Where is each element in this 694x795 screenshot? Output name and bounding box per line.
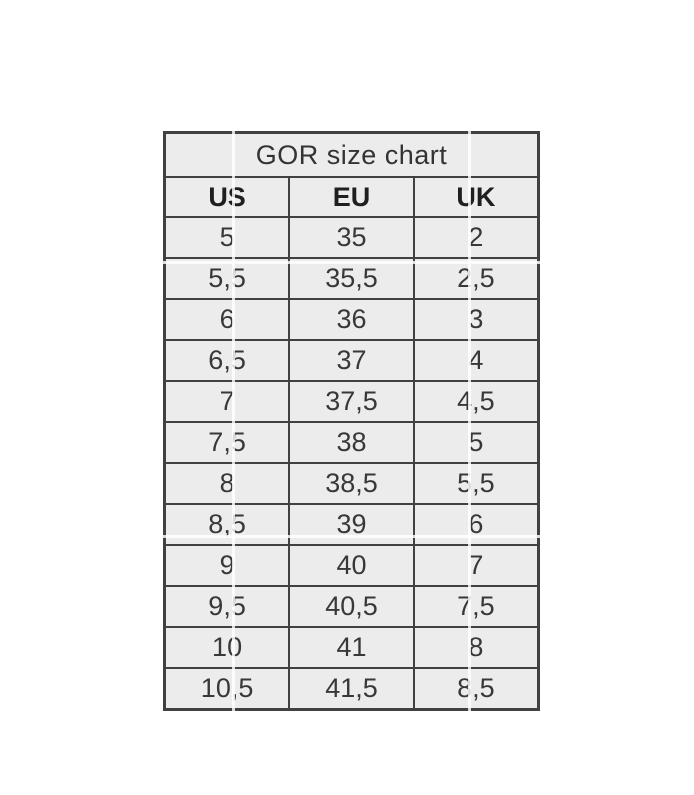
- table-row: 6,5 37 4: [163, 339, 540, 382]
- title-row: GOR size chart: [163, 131, 540, 178]
- column-header-us: US: [163, 176, 291, 218]
- size-cell-uk: 7,5: [412, 585, 540, 628]
- size-cell-us: 10: [163, 626, 291, 669]
- size-cell-us: 6: [163, 298, 291, 341]
- header-row: US EU UK: [163, 176, 540, 218]
- size-cell-us: 10,5: [163, 667, 291, 711]
- table-row: 7 37,5 4,5: [163, 380, 540, 423]
- column-header-eu: EU: [288, 176, 415, 218]
- size-cell-uk: 6: [412, 503, 540, 546]
- column-header-uk: UK: [412, 176, 540, 218]
- size-cell-eu: 41,5: [288, 667, 415, 711]
- size-chart-table: GOR size chart US EU UK 5 35 2 5,5 35,5 2,5 6 36 3…: [163, 131, 540, 711]
- size-cell-us: 8: [163, 462, 291, 505]
- size-cell-eu: 38,5: [288, 462, 415, 505]
- size-cell-eu: 37: [288, 339, 415, 382]
- size-cell-eu: 40,5: [288, 585, 415, 628]
- size-cell-us: 6,5: [163, 339, 291, 382]
- size-cell-eu: 40: [288, 544, 415, 587]
- size-cell-uk: 3: [412, 298, 540, 341]
- size-cell-eu: 35: [288, 216, 415, 259]
- table-row: 10,5 41,5 8,5: [163, 667, 540, 711]
- size-cell-eu: 35,5: [288, 257, 415, 300]
- table-row: 6 36 3: [163, 298, 540, 341]
- size-cell-eu: 37,5: [288, 380, 415, 423]
- size-cell-uk: 4: [412, 339, 540, 382]
- size-cell-us: 8,5: [163, 503, 291, 546]
- table-row: 5 35 2: [163, 216, 540, 259]
- size-cell-uk: 2,5: [412, 257, 540, 300]
- size-cell-eu: 38: [288, 421, 415, 464]
- size-cell-eu: 41: [288, 626, 415, 669]
- table-title: GOR size chart: [163, 131, 540, 178]
- table-row: 10 41 8: [163, 626, 540, 669]
- size-cell-uk: 7: [412, 544, 540, 587]
- size-cell-uk: 5,5: [412, 462, 540, 505]
- size-cell-us: 7,5: [163, 421, 291, 464]
- table-row: 8,5 39 6: [163, 503, 540, 546]
- table-row: 9,5 40,5 7,5: [163, 585, 540, 628]
- size-cell-us: 9,5: [163, 585, 291, 628]
- table-row: 9 40 7: [163, 544, 540, 587]
- size-cell-eu: 36: [288, 298, 415, 341]
- size-cell-us: 7: [163, 380, 291, 423]
- size-chart-head: GOR size chart US EU UK: [163, 131, 540, 218]
- size-cell-us: 5: [163, 216, 291, 259]
- size-cell-uk: 8: [412, 626, 540, 669]
- table-row: 8 38,5 5,5: [163, 462, 540, 505]
- table-row: 7,5 38 5: [163, 421, 540, 464]
- size-cell-uk: 8,5: [412, 667, 540, 711]
- table-row: 5,5 35,5 2,5: [163, 257, 540, 300]
- size-cell-uk: 5: [412, 421, 540, 464]
- size-cell-eu: 39: [288, 503, 415, 546]
- size-cell-us: 5,5: [163, 257, 291, 300]
- size-cell-uk: 4,5: [412, 380, 540, 423]
- size-cell-us: 9: [163, 544, 291, 587]
- size-chart-body: 5 35 2 5,5 35,5 2,5 6 36 3 6,5 37 4 7 37,5 4,5 7,5 38 5 8 3…: [163, 216, 540, 711]
- size-cell-uk: 2: [412, 216, 540, 259]
